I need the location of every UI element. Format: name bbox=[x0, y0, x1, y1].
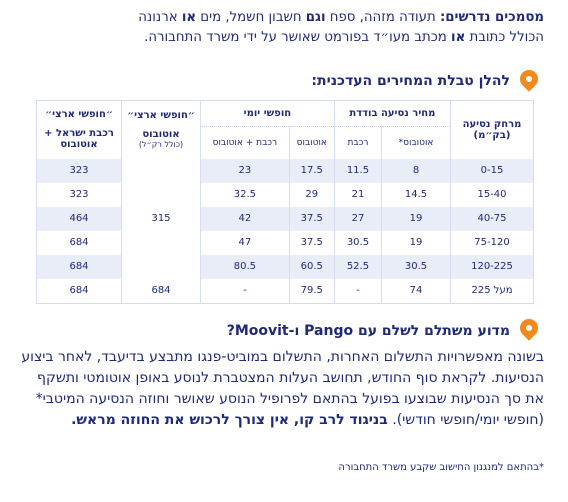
location-pin-icon bbox=[516, 66, 542, 92]
col-single-bus: אוטובוס* bbox=[381, 126, 451, 159]
table-row: 40-75 19 27 37.5 42 464 bbox=[36, 206, 534, 231]
why-paragraph: בשונה מאפשרויות התשלום האחרות, התשלום במ… bbox=[21, 349, 544, 428]
price-table: מרחק נסיעה (בק״מ) מחיר נסיעה בודדת חופשי… bbox=[36, 100, 534, 304]
required-documents-line-1: מסמכים נדרשים: תעודה מזהה, ספח וגם חשבון… bbox=[138, 10, 544, 25]
required-documents-label: מסמכים נדרשים: bbox=[439, 10, 544, 25]
table-row: 75-120 19 30.5 37.5 47 684 bbox=[36, 230, 534, 255]
col-monthly-bus: ״חופשי ארצי״ אוטובוס (כולל רק״ל) bbox=[121, 100, 201, 159]
col-single-train: רכבת bbox=[333, 126, 382, 159]
col-daily-train: רכבת + אוטובוס bbox=[200, 126, 290, 159]
table-row-last: מעל 225 74 - 79.5 - 684 684 bbox=[36, 278, 534, 303]
merged-monthly-bus: 315 bbox=[121, 158, 201, 279]
why-bold-note: בניגוד לרב קו, אין צורך לרכוש את החוזה מ… bbox=[71, 412, 388, 428]
col-group-daily: חופשי יומי bbox=[200, 100, 335, 127]
required-documents: מסמכים נדרשים: תעודה מזהה, ספח וגם חשבון… bbox=[14, 8, 544, 48]
why-heading: מדוע משתלם לשלם עם Pango ו-Moovit? bbox=[226, 323, 510, 339]
col-group-single: מחיר נסיעה בודדת bbox=[333, 100, 451, 127]
col-daily-bus: אוטובוס bbox=[288, 126, 335, 159]
location-pin-icon bbox=[516, 315, 542, 341]
footnote: *בהתאם למנגנון החישוב שקבע משרד התחבורה bbox=[338, 462, 544, 473]
table-row: 15-40 14.5 21 29 32.5 323 bbox=[36, 182, 534, 207]
table-row: 0-15 8 11.5 17.5 23 315 323 bbox=[36, 158, 534, 279]
table-heading: להלן טבלת המחירים העדכנית: bbox=[311, 73, 510, 89]
required-documents-line-2: הכולל כתובת או מכתב מעו״ד בפורמט שאושר ע… bbox=[144, 30, 544, 45]
table-row: 120-225 30.5 52.5 60.5 80.5 684 bbox=[36, 254, 534, 279]
col-distance: מרחק נסיעה (בק״מ) bbox=[450, 100, 534, 159]
col-monthly-all: ״חופשי ארצי״ רכבת ישראל + אוטובוס bbox=[36, 100, 122, 159]
